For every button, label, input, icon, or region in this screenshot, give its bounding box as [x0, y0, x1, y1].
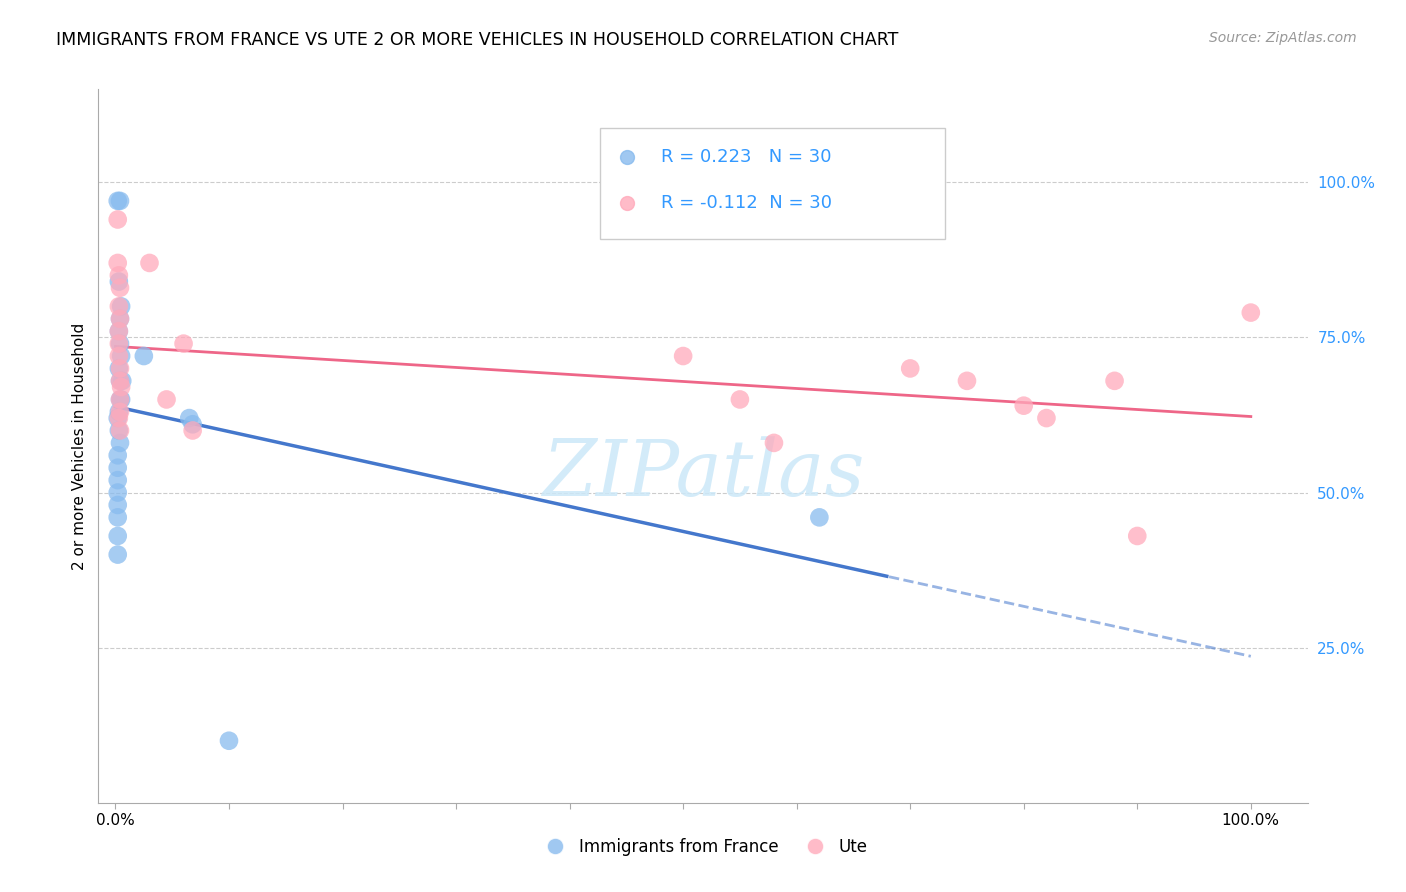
Point — [110, 299, 132, 313]
Point — [108, 411, 131, 425]
Point — [107, 529, 129, 543]
Point — [108, 194, 131, 208]
Legend: Immigrants from France, Ute: Immigrants from France, Ute — [531, 831, 875, 863]
Point — [108, 374, 131, 388]
Point — [108, 311, 131, 326]
Point — [181, 424, 204, 438]
Point — [107, 448, 129, 462]
Point — [155, 392, 177, 407]
Point — [108, 275, 131, 289]
Point — [956, 374, 979, 388]
Point — [108, 374, 131, 388]
Point — [1104, 374, 1126, 388]
Point — [1240, 305, 1263, 319]
Point — [107, 460, 129, 475]
Point — [107, 212, 129, 227]
Text: ZIPatlas: ZIPatlas — [541, 436, 865, 513]
Point — [218, 733, 240, 747]
Point — [108, 311, 131, 326]
Point — [107, 485, 129, 500]
Point — [110, 380, 132, 394]
Point — [808, 510, 831, 524]
Point — [1012, 399, 1035, 413]
Point — [107, 256, 129, 270]
Point — [138, 256, 160, 270]
Point — [1035, 411, 1057, 425]
Point — [1126, 529, 1149, 543]
Point — [898, 361, 921, 376]
Point — [181, 417, 204, 432]
Point — [107, 498, 129, 512]
Point — [108, 361, 131, 376]
Point — [108, 361, 131, 376]
Point — [108, 424, 131, 438]
FancyBboxPatch shape — [600, 128, 945, 239]
Point — [110, 392, 132, 407]
Y-axis label: 2 or more Vehicles in Household: 2 or more Vehicles in Household — [72, 322, 87, 570]
Point — [108, 392, 131, 407]
Text: IMMIGRANTS FROM FRANCE VS UTE 2 OR MORE VEHICLES IN HOUSEHOLD CORRELATION CHART: IMMIGRANTS FROM FRANCE VS UTE 2 OR MORE … — [56, 31, 898, 49]
Point — [107, 510, 129, 524]
Point — [107, 411, 129, 425]
Point — [728, 392, 751, 407]
Point — [108, 405, 131, 419]
Point — [108, 299, 131, 313]
Point — [107, 548, 129, 562]
Point — [108, 268, 131, 283]
Point — [672, 349, 695, 363]
Point — [108, 281, 131, 295]
Point — [179, 411, 201, 425]
Point — [108, 349, 131, 363]
Point — [108, 324, 131, 338]
Text: R = -0.112  N = 30: R = -0.112 N = 30 — [661, 194, 832, 212]
Point — [132, 349, 155, 363]
Point — [108, 392, 131, 407]
Point — [108, 324, 131, 338]
Point — [173, 336, 195, 351]
Point — [110, 349, 132, 363]
Point — [762, 436, 785, 450]
Point — [108, 336, 131, 351]
Point — [111, 374, 134, 388]
Point — [108, 436, 131, 450]
Point — [108, 405, 131, 419]
Point — [107, 473, 129, 487]
Point — [108, 424, 131, 438]
Text: R = 0.223   N = 30: R = 0.223 N = 30 — [661, 148, 831, 166]
Text: Source: ZipAtlas.com: Source: ZipAtlas.com — [1209, 31, 1357, 45]
Point — [108, 336, 131, 351]
Point — [107, 194, 129, 208]
